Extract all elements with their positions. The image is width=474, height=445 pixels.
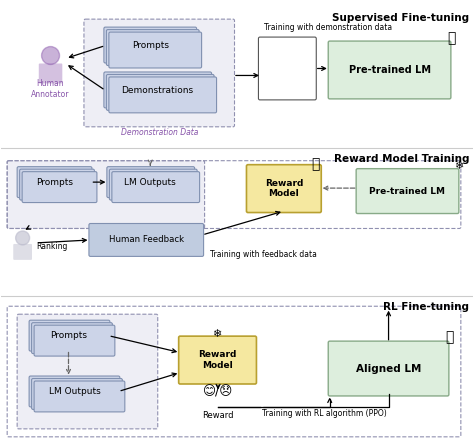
Text: 🔥: 🔥 <box>311 157 320 171</box>
Text: Reward Model Training: Reward Model Training <box>334 154 469 164</box>
Circle shape <box>42 47 60 65</box>
FancyBboxPatch shape <box>32 323 112 354</box>
Text: Prompts: Prompts <box>132 41 169 50</box>
FancyBboxPatch shape <box>112 172 200 202</box>
FancyBboxPatch shape <box>29 376 120 407</box>
FancyBboxPatch shape <box>84 19 235 127</box>
Text: 🔥: 🔥 <box>445 331 454 344</box>
Text: ❄️: ❄️ <box>455 161 464 171</box>
Text: 😊/😞: 😊/😞 <box>203 386 233 399</box>
Text: LM Outputs: LM Outputs <box>124 178 176 186</box>
Text: Prompts: Prompts <box>36 178 73 186</box>
Text: Demonstrations: Demonstrations <box>121 86 193 95</box>
FancyBboxPatch shape <box>34 381 125 412</box>
Text: LM Outputs: LM Outputs <box>49 387 100 396</box>
FancyBboxPatch shape <box>109 77 217 113</box>
FancyBboxPatch shape <box>104 72 211 108</box>
FancyBboxPatch shape <box>19 169 94 200</box>
FancyBboxPatch shape <box>22 172 97 202</box>
Text: Supervised Fine-tuning: Supervised Fine-tuning <box>332 12 469 23</box>
FancyBboxPatch shape <box>179 336 256 384</box>
Text: Training with demonstration data: Training with demonstration data <box>264 23 392 32</box>
FancyBboxPatch shape <box>106 30 199 65</box>
Text: Demonstration Data: Demonstration Data <box>120 128 198 138</box>
Text: RL Fine-tuning: RL Fine-tuning <box>383 302 469 312</box>
Text: Pre-trained LM: Pre-trained LM <box>348 65 430 75</box>
FancyBboxPatch shape <box>32 379 122 409</box>
FancyBboxPatch shape <box>104 27 197 63</box>
Text: Training with feedback data: Training with feedback data <box>210 250 317 259</box>
Text: Human
Annotator: Human Annotator <box>31 80 70 99</box>
FancyBboxPatch shape <box>13 244 32 260</box>
FancyBboxPatch shape <box>29 320 110 351</box>
FancyBboxPatch shape <box>39 64 62 83</box>
Text: ❄️: ❄️ <box>213 329 223 339</box>
Text: Reward: Reward <box>202 411 234 420</box>
Text: 🔥: 🔥 <box>447 32 456 45</box>
FancyBboxPatch shape <box>106 74 214 110</box>
FancyBboxPatch shape <box>34 325 115 356</box>
Circle shape <box>16 231 29 245</box>
FancyBboxPatch shape <box>17 314 158 429</box>
FancyBboxPatch shape <box>17 167 92 198</box>
FancyBboxPatch shape <box>109 32 201 68</box>
Text: Pre-trained LM: Pre-trained LM <box>370 186 446 196</box>
Text: Reward
Model: Reward Model <box>264 179 303 198</box>
FancyBboxPatch shape <box>89 223 204 256</box>
Text: Prompts: Prompts <box>50 331 87 340</box>
Text: Ranking: Ranking <box>36 243 68 251</box>
FancyBboxPatch shape <box>328 41 451 99</box>
Text: Aligned LM: Aligned LM <box>356 364 421 373</box>
FancyBboxPatch shape <box>258 37 316 100</box>
FancyBboxPatch shape <box>109 169 197 200</box>
Text: Reward
Model: Reward Model <box>199 350 237 370</box>
FancyBboxPatch shape <box>356 169 459 214</box>
FancyBboxPatch shape <box>246 165 321 213</box>
Text: Training with RL algorithm (PPO): Training with RL algorithm (PPO) <box>262 409 387 418</box>
FancyBboxPatch shape <box>328 341 449 396</box>
Text: Human Feedback: Human Feedback <box>109 235 184 244</box>
FancyBboxPatch shape <box>7 161 205 228</box>
FancyBboxPatch shape <box>107 167 195 198</box>
